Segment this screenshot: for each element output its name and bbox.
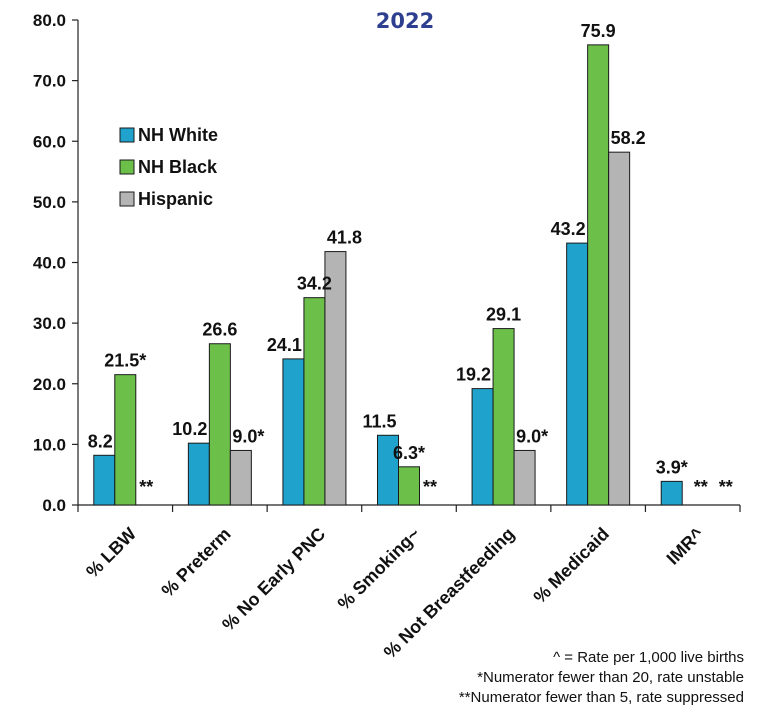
data-label: 19.2 [456,365,491,385]
x-tick-label: IMR^ [663,523,708,568]
x-axis: % LBW % Preterm% No Early PNC% Smoking~ % … [77,504,741,662]
bar [114,374,137,506]
data-label: 58.2 [611,128,646,148]
x-tick-label: % Smoking~ [334,524,424,614]
bars [93,44,683,506]
data-label: 34.2 [297,274,332,294]
bar [566,242,589,506]
legend-swatch [119,159,135,175]
y-tick-label: 30.0 [33,314,66,333]
y-tick-label: 60.0 [33,132,66,151]
y-tick-label: 50.0 [33,193,66,212]
bar [187,442,210,506]
legend-swatch [119,127,135,143]
bar [608,151,631,506]
data-label: 9.0* [516,426,548,446]
bar [471,388,494,506]
data-label: 10.2 [172,419,207,439]
bar [303,297,326,506]
bar [324,251,347,506]
data-label: 24.1 [267,335,302,355]
value-labels: 8.2 10.2 24.1 11.5 19.2 43.2 3.9* 21.5* 26.6 34.2… [88,21,733,497]
y-tick-label: 70.0 [33,72,66,91]
data-label: 21.5* [104,351,146,371]
data-label: ** [694,477,708,497]
footnotes: ^ = Rate per 1,000 live births *Numerato… [459,648,744,708]
data-label: 29.1 [486,305,521,325]
chart-title: 2022 [376,9,434,33]
legend-label: NH White [138,125,218,145]
footnote-suppressed: **Numerator fewer than 5, rate suppresse… [458,689,744,706]
data-label: 43.2 [551,219,586,239]
bar [282,358,305,506]
data-label: 75.9 [581,21,616,41]
legend: NH White NH Black Hispanic [119,125,218,209]
legend-label: NH Black [138,157,218,177]
bar [587,44,610,506]
legend-swatch [119,191,135,207]
data-label: 26.6 [202,320,237,340]
footnote-rate: ^ = Rate per 1,000 live births [553,649,744,666]
data-label: 3.9* [656,457,688,477]
data-label: 6.3* [393,443,425,463]
bar [208,343,231,506]
x-tick-label: % LBW [82,524,140,582]
data-label: ** [139,477,153,497]
bar [660,480,683,506]
bar [492,328,515,506]
y-tick-label: 10.0 [33,435,66,454]
bar [398,466,420,506]
y-tick-label: 40.0 [33,254,66,273]
bar [513,449,536,506]
x-tick-label: % No Early PNC [218,524,329,635]
bar [93,454,116,506]
bar [229,449,252,506]
data-label: 11.5 [362,411,396,431]
data-label: ** [423,477,437,497]
legend-label: Hispanic [138,189,213,209]
footnote-unstable: *Numerator fewer than 20, rate unstable [477,669,744,686]
data-label: ** [719,477,733,497]
y-tick-label: 80.0 [33,11,66,30]
y-tick-label: 20.0 [33,375,66,394]
x-tick-label: % Preterm [158,524,235,601]
y-axis: 0.0 10.0 20.0 30.0 40.0 50.0 60.0 70.0 80.0 [33,11,79,515]
data-label: 9.0* [232,426,264,446]
x-tick-label: % Medicaid [530,524,613,607]
y-tick-label: 0.0 [42,496,66,515]
data-label: 41.8 [327,228,362,248]
data-label: 8.2 [88,431,113,451]
